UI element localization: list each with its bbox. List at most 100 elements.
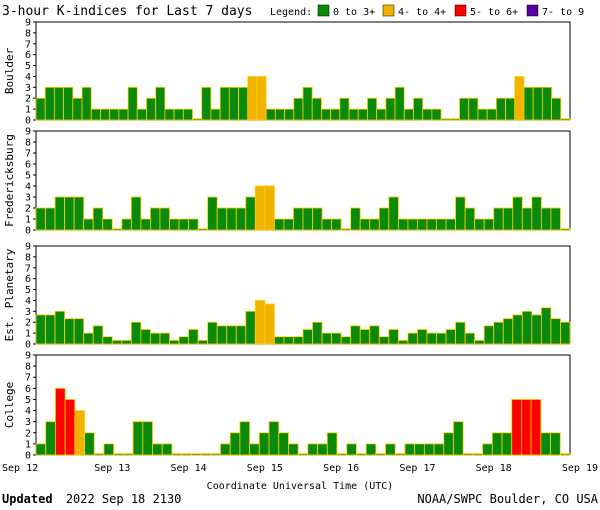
k-index-bar: [375, 453, 386, 456]
k-index-bar: [407, 218, 418, 231]
k-index-bar: [474, 340, 485, 345]
legend-label: Legend:: [270, 7, 312, 18]
k-index-bar: [414, 443, 425, 456]
x-axis-label: Coordinate Universal Time (UTC): [207, 481, 394, 492]
k-index-bar: [190, 453, 202, 456]
k-index-bar: [288, 443, 299, 456]
k-index-bar: [330, 108, 341, 121]
k-index-bar: [423, 443, 435, 456]
k-index-bar: [159, 332, 170, 345]
k-index-bar: [317, 443, 328, 456]
k-index-bar: [514, 76, 525, 121]
k-index-bar: [102, 336, 113, 345]
k-index-bar: [385, 97, 396, 121]
k-index-bar: [264, 185, 275, 231]
k-index-bar: [493, 321, 504, 345]
k-index-bar: [45, 314, 56, 345]
k-index-bar: [512, 314, 523, 345]
k-index-bar: [216, 207, 228, 231]
k-index-bar: [560, 321, 571, 345]
y-tick-label: 7: [25, 263, 31, 274]
k-index-bar: [521, 207, 533, 231]
k-index-bar: [464, 332, 476, 345]
legend-entry-3: 5- to 6+: [470, 7, 518, 18]
k-index-bar: [238, 86, 249, 121]
panel-label: College: [3, 382, 16, 428]
k-index-bar: [278, 432, 289, 456]
k-index-bar: [188, 218, 199, 231]
k-index-bar: [109, 108, 120, 121]
k-index-bar: [321, 108, 332, 121]
k-index-bar: [256, 76, 267, 121]
k-index-bar: [122, 453, 134, 456]
k-index-bar: [229, 432, 241, 456]
y-tick-label: 0: [25, 116, 31, 127]
k-index-bar: [321, 218, 333, 231]
k-index-bar: [404, 443, 416, 456]
k-index-bar: [54, 86, 65, 121]
k-index-bar: [483, 218, 495, 231]
panels: 0123456789Boulder0123456789Fredericksbur…: [3, 18, 571, 462]
k-index-bar: [121, 340, 132, 345]
k-index-bar: [376, 108, 387, 121]
k-index-bar: [468, 97, 479, 121]
updated-line: Updated 2022 Sep 18 2130: [2, 492, 181, 506]
k-index-bar: [173, 108, 184, 121]
chart-title: 3-hour K-indices for Last 7 days: [2, 4, 252, 19]
panel-label: Est. Planetary: [3, 248, 16, 341]
k-index-bar: [359, 329, 371, 345]
k-index-bar: [226, 207, 237, 231]
y-tick-label: 5: [25, 171, 31, 182]
k-index-bar: [245, 310, 256, 345]
y-tick-label: 5: [25, 285, 31, 296]
k-index-bar: [491, 432, 503, 456]
k-index-bar: [530, 399, 542, 456]
k-index-bar: [192, 118, 203, 121]
y-tick-label: 3: [25, 83, 31, 94]
k-index-bar: [413, 97, 424, 121]
k-index-bar: [445, 329, 456, 345]
k-index-bar: [182, 108, 193, 121]
legend-entry-4: 7- to 9: [542, 7, 584, 18]
k-index-bar: [443, 432, 454, 456]
k-index-bar: [426, 218, 437, 231]
k-index-bar: [307, 443, 318, 456]
k-index-bar: [551, 97, 562, 121]
k-index-bar: [559, 453, 571, 456]
k-index-bar: [493, 207, 504, 231]
k-index-bar: [169, 340, 180, 345]
y-tick-label: 1: [25, 215, 31, 226]
k-index-bar: [449, 118, 460, 121]
k-index-bar: [73, 196, 85, 231]
y-tick-label: 8: [25, 252, 31, 263]
x-tick-label: Sep 17: [399, 463, 435, 474]
k-index-bar: [302, 86, 313, 121]
k-index-bar: [74, 410, 85, 456]
k-index-bar: [111, 340, 123, 345]
k-index-bar: [44, 86, 55, 121]
k-index-bar: [477, 108, 488, 121]
k-index-bar: [433, 443, 445, 456]
k-index-bar: [216, 325, 228, 345]
k-index-bar: [502, 318, 514, 345]
y-tick-label: 4: [25, 182, 31, 193]
k-index-bar: [35, 443, 47, 456]
k-index-bar: [150, 332, 161, 345]
y-tick-label: 4: [25, 72, 31, 83]
y-tick-label: 9: [25, 242, 31, 253]
k-index-bar: [200, 453, 212, 456]
k-index-bar: [210, 453, 221, 456]
k-index-bar: [111, 228, 123, 231]
k-index-bar: [403, 108, 414, 121]
y-tick-label: 4: [25, 406, 31, 417]
x-tick-label: Sep 18: [476, 463, 512, 474]
k-index-bar: [339, 97, 350, 121]
y-tick-label: 6: [25, 384, 31, 395]
k-index-bar: [258, 432, 270, 456]
k-index-bar: [197, 228, 209, 231]
k-index-bar: [140, 329, 151, 345]
k-index-bar: [326, 432, 338, 456]
x-tick-label: Sep 15: [247, 463, 283, 474]
k-index-bar: [540, 307, 552, 345]
k-index-bar: [350, 207, 361, 231]
